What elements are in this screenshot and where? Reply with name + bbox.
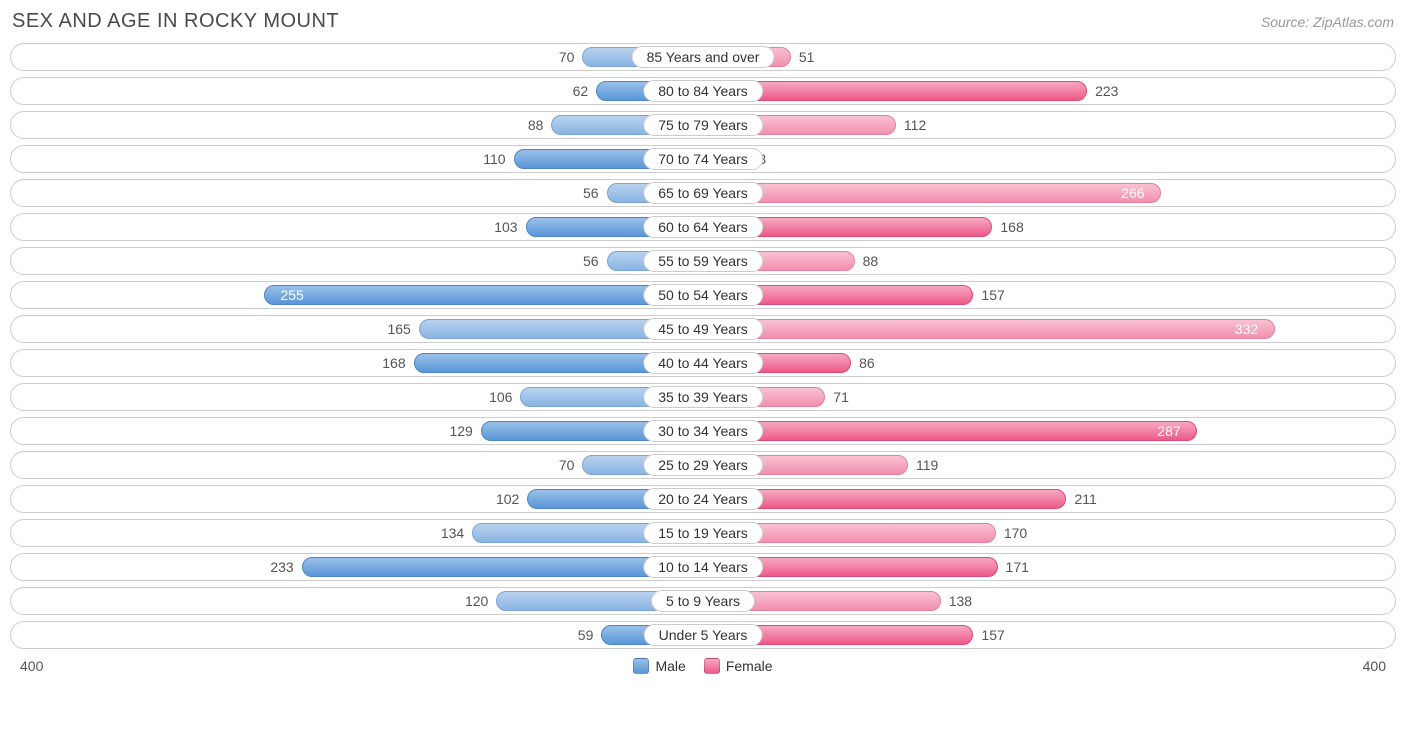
male-swatch-icon xyxy=(633,658,649,674)
male-value: 233 xyxy=(270,559,293,575)
female-swatch-icon xyxy=(704,658,720,674)
chart-row: 103 168 60 to 64 Years xyxy=(10,213,1396,241)
female-value: 157 xyxy=(981,287,1004,303)
male-value: 88 xyxy=(528,117,544,133)
female-value: 223 xyxy=(1095,83,1118,99)
female-bar xyxy=(703,421,1197,441)
chart-row: 106 71 35 to 39 Years xyxy=(10,383,1396,411)
category-label: 35 to 39 Years xyxy=(643,386,763,408)
legend-label: Male xyxy=(655,658,685,674)
male-value: 70 xyxy=(559,49,575,65)
category-label: 70 to 74 Years xyxy=(643,148,763,170)
chart-row: 168 86 40 to 44 Years xyxy=(10,349,1396,377)
male-value: 120 xyxy=(465,593,488,609)
female-value: 168 xyxy=(1000,219,1023,235)
female-value: 51 xyxy=(799,49,815,65)
male-value: 106 xyxy=(489,389,512,405)
chart-row: 70 119 25 to 29 Years xyxy=(10,451,1396,479)
butterfly-chart: 70 51 85 Years and over 62 223 80 to 84 Years… xyxy=(10,43,1396,649)
male-value: 165 xyxy=(387,321,410,337)
female-bar xyxy=(703,319,1275,339)
male-value: 255 xyxy=(280,287,303,303)
male-value: 134 xyxy=(441,525,464,541)
female-value: 332 xyxy=(1235,321,1258,337)
chart-row: 134 170 15 to 19 Years xyxy=(10,519,1396,547)
chart-header: SEX AND AGE IN ROCKY MOUNT Source: ZipAt… xyxy=(10,10,1396,33)
legend-label: Female xyxy=(726,658,773,674)
category-label: Under 5 Years xyxy=(644,624,763,646)
chart-row: 62 223 80 to 84 Years xyxy=(10,77,1396,105)
male-value: 70 xyxy=(559,457,575,473)
female-bar xyxy=(703,183,1161,203)
male-value: 103 xyxy=(494,219,517,235)
chart-row: 233 171 10 to 14 Years xyxy=(10,553,1396,581)
category-label: 85 Years and over xyxy=(632,46,775,68)
chart-row: 56 266 65 to 69 Years xyxy=(10,179,1396,207)
chart-row: 1102370 to 74 Years xyxy=(10,145,1396,173)
chart-footer: 400 Male Female 400 xyxy=(10,655,1396,677)
female-value: 119 xyxy=(916,457,938,473)
female-value: 86 xyxy=(859,355,875,371)
category-label: 5 to 9 Years xyxy=(651,590,755,612)
female-value: 88 xyxy=(863,253,879,269)
category-label: 30 to 34 Years xyxy=(643,420,763,442)
male-value: 102 xyxy=(496,491,519,507)
category-label: 10 to 14 Years xyxy=(643,556,763,578)
category-label: 25 to 29 Years xyxy=(643,454,763,476)
male-value: 110 xyxy=(483,151,505,167)
male-value: 168 xyxy=(382,355,405,371)
legend-item-male: Male xyxy=(633,658,685,674)
axis-max-right: 400 xyxy=(1363,658,1386,674)
female-value: 71 xyxy=(833,389,849,405)
chart-row: 120 138 5 to 9 Years xyxy=(10,587,1396,615)
category-label: 20 to 24 Years xyxy=(643,488,763,510)
chart-row: 165 332 45 to 49 Years xyxy=(10,315,1396,343)
category-label: 65 to 69 Years xyxy=(643,182,763,204)
category-label: 50 to 54 Years xyxy=(643,284,763,306)
female-value: 170 xyxy=(1004,525,1027,541)
male-value: 62 xyxy=(573,83,589,99)
category-label: 45 to 49 Years xyxy=(643,318,763,340)
male-value: 59 xyxy=(578,627,594,643)
male-value: 56 xyxy=(583,253,599,269)
female-value: 112 xyxy=(904,117,926,133)
chart-row: 88 112 75 to 79 Years xyxy=(10,111,1396,139)
female-value: 157 xyxy=(981,627,1004,643)
male-value: 56 xyxy=(583,185,599,201)
female-value: 138 xyxy=(949,593,972,609)
chart-row: 59 157 Under 5 Years xyxy=(10,621,1396,649)
chart-row: 56 88 55 to 59 Years xyxy=(10,247,1396,275)
male-bar xyxy=(264,285,703,305)
category-label: 15 to 19 Years xyxy=(643,522,763,544)
chart-row: 102 211 20 to 24 Years xyxy=(10,485,1396,513)
chart-row: 255 157 50 to 54 Years xyxy=(10,281,1396,309)
female-value: 266 xyxy=(1121,185,1144,201)
axis-max-left: 400 xyxy=(20,658,43,674)
female-value: 287 xyxy=(1157,423,1180,439)
legend: Male Female xyxy=(633,658,772,674)
chart-row: 129 287 30 to 34 Years xyxy=(10,417,1396,445)
chart-row: 70 51 85 Years and over xyxy=(10,43,1396,71)
male-value: 129 xyxy=(449,423,472,439)
category-label: 75 to 79 Years xyxy=(643,114,763,136)
chart-title: SEX AND AGE IN ROCKY MOUNT xyxy=(12,10,339,33)
legend-item-female: Female xyxy=(704,658,773,674)
category-label: 40 to 44 Years xyxy=(643,352,763,374)
female-value: 211 xyxy=(1074,491,1096,507)
category-label: 80 to 84 Years xyxy=(643,80,763,102)
female-value: 171 xyxy=(1006,559,1029,575)
category-label: 55 to 59 Years xyxy=(643,250,763,272)
chart-source: Source: ZipAtlas.com xyxy=(1261,14,1394,30)
category-label: 60 to 64 Years xyxy=(643,216,763,238)
